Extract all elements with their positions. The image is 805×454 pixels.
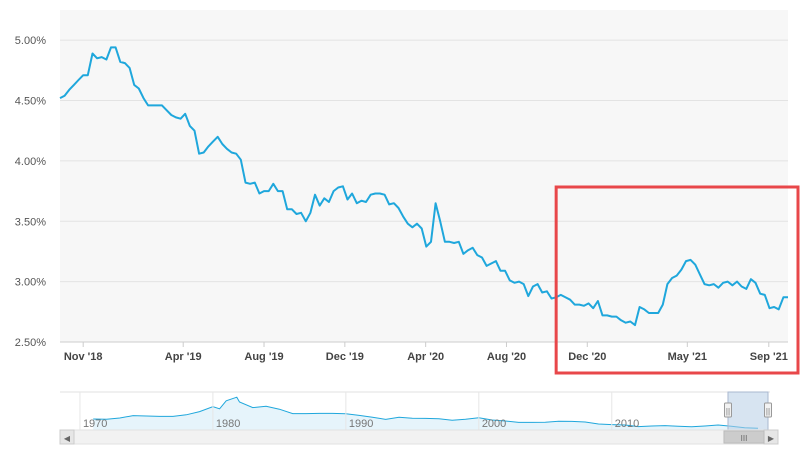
navigator-selection[interactable] — [727, 391, 769, 431]
navigator-handle-right[interactable]: || — [764, 402, 773, 418]
y-tick-label: 4.50% — [15, 96, 46, 108]
navigator-line — [93, 396, 759, 429]
right-arrow-icon: ▶ — [768, 434, 775, 443]
y-tick-label: 2.50% — [15, 337, 46, 349]
navigator-tick-label: 2010 — [615, 418, 639, 430]
navigator-tick-label: 2000 — [482, 418, 506, 430]
x-tick-label: Apr '19 — [165, 351, 202, 363]
x-tick-label: Sep '21 — [750, 351, 788, 363]
scrollbar[interactable]: ◀ ▶ III — [59, 429, 779, 445]
y-tick-label: 4.00% — [15, 156, 46, 168]
y-axis: 2.50% 3.00% 3.50% 4.00% 4.50% 5.00% — [15, 35, 46, 349]
handle-grip: || — [766, 407, 770, 416]
x-tick-label: Nov '18 — [64, 351, 103, 363]
handle-grip: || — [726, 407, 730, 416]
navigator-tick-label: 1990 — [349, 418, 373, 430]
x-tick-label: May '21 — [668, 351, 707, 363]
x-tick-label: Apr '20 — [407, 351, 444, 363]
navigator-tick-label: 1970 — [83, 418, 107, 430]
navigator[interactable]: 1970 1980 1990 2000 2010 || || — [60, 391, 773, 431]
x-tick-label: Aug '19 — [244, 351, 283, 363]
y-tick-label: 3.50% — [15, 216, 46, 228]
x-tick-label: Aug '20 — [487, 351, 526, 363]
navigator-axis: 1970 1980 1990 2000 2010 — [79, 392, 639, 430]
scrollbar-left-button[interactable] — [59, 429, 75, 445]
x-axis: Nov '18 Apr '19 Aug '19 Dec '19 Apr '20 Aug '… — [64, 342, 788, 363]
navigator-handle-left[interactable]: || — [723, 402, 732, 418]
y-tick-label: 5.00% — [15, 35, 46, 47]
x-tick-label: Dec '19 — [326, 351, 364, 363]
scrollbar-grip-icon: III — [741, 434, 748, 443]
plot-background — [60, 10, 788, 342]
scrollbar-thumb[interactable] — [723, 430, 765, 444]
x-tick-label: Dec '20 — [568, 351, 606, 363]
series-line — [59, 46, 788, 327]
highlight-box — [554, 185, 800, 375]
scrollbar-track[interactable] — [59, 429, 779, 445]
navigator-area — [93, 397, 758, 430]
navigator-tick-label: 1980 — [216, 418, 240, 430]
y-tick-label: 3.00% — [15, 277, 46, 289]
left-arrow-icon: ◀ — [64, 434, 71, 443]
